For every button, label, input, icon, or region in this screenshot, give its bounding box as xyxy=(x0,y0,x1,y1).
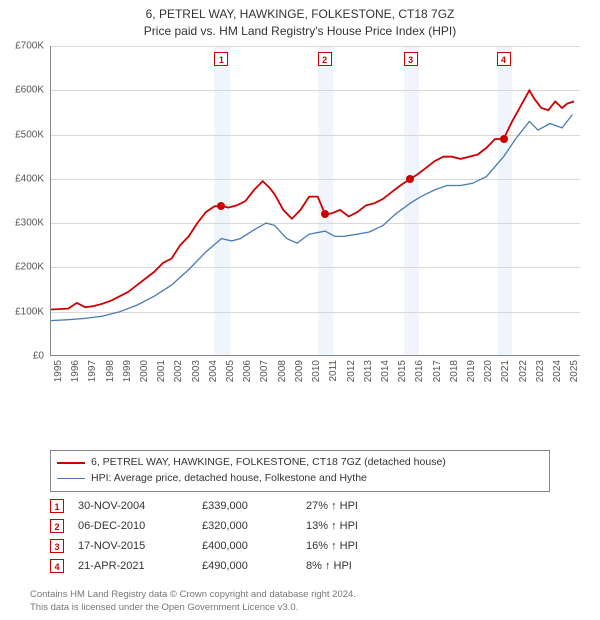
event-date: 17-NOV-2015 xyxy=(78,540,188,552)
sale-marker xyxy=(406,175,414,183)
event-price: £490,000 xyxy=(202,560,292,572)
event-price: £320,000 xyxy=(202,520,292,532)
x-tick-label: 2007 xyxy=(259,360,270,382)
event-number-box: 2 xyxy=(50,519,64,533)
y-tick-label: £700K xyxy=(15,41,44,52)
sale-marker xyxy=(321,210,329,218)
x-tick-label: 2021 xyxy=(500,360,511,382)
x-tick-label: 2011 xyxy=(328,360,339,382)
x-tick-label: 2018 xyxy=(449,360,460,382)
x-tick-label: 2025 xyxy=(569,360,580,382)
page-container: 6, PETREL WAY, HAWKINGE, FOLKESTONE, CT1… xyxy=(0,0,600,620)
event-flag: 2 xyxy=(318,52,332,66)
x-tick-label: 2014 xyxy=(380,360,391,382)
x-tick-label: 2022 xyxy=(518,360,529,382)
x-tick-label: 2020 xyxy=(483,360,494,382)
y-tick-label: £400K xyxy=(15,173,44,184)
x-tick-label: 2006 xyxy=(242,360,253,382)
property-line xyxy=(51,90,574,309)
y-tick-label: £100K xyxy=(15,306,44,317)
footer-line-1: Contains HM Land Registry data © Crown c… xyxy=(30,589,570,601)
event-price: £339,000 xyxy=(202,500,292,512)
x-tick-label: 2001 xyxy=(156,360,167,382)
event-diff: 13% ↑ HPI xyxy=(306,520,396,532)
legend-swatch-hpi xyxy=(57,478,85,479)
sale-marker xyxy=(217,202,225,210)
x-tick-label: 2017 xyxy=(432,360,443,382)
x-tick-label: 2000 xyxy=(139,360,150,382)
title-line-1: 6, PETREL WAY, HAWKINGE, FOLKESTONE, CT1… xyxy=(0,6,600,23)
x-tick-label: 1996 xyxy=(70,360,81,382)
event-row: 1 30-NOV-2004 £339,000 27% ↑ HPI xyxy=(50,496,550,516)
x-tick-label: 2024 xyxy=(552,360,563,382)
x-tick-label: 2005 xyxy=(225,360,236,382)
x-tick-label: 1998 xyxy=(105,360,116,382)
x-tick-label: 2008 xyxy=(277,360,288,382)
y-tick-label: £200K xyxy=(15,262,44,273)
x-tick-label: 2003 xyxy=(191,360,202,382)
event-row: 2 06-DEC-2010 £320,000 13% ↑ HPI xyxy=(50,516,550,536)
event-row: 4 21-APR-2021 £490,000 8% ↑ HPI xyxy=(50,556,550,576)
event-date: 21-APR-2021 xyxy=(78,560,188,572)
x-tick-label: 1999 xyxy=(122,360,133,382)
event-number-box: 3 xyxy=(50,539,64,553)
x-tick-label: 2010 xyxy=(311,360,322,382)
event-diff: 16% ↑ HPI xyxy=(306,540,396,552)
legend-label-hpi: HPI: Average price, detached house, Folk… xyxy=(91,471,367,487)
events-table: 1 30-NOV-2004 £339,000 27% ↑ HPI 2 06-DEC-201… xyxy=(50,496,550,576)
y-tick-label: £0 xyxy=(33,351,44,362)
legend-swatch-property xyxy=(57,462,85,464)
x-tick-label: 2013 xyxy=(363,360,374,382)
x-tick-label: 2019 xyxy=(466,360,477,382)
event-flag: 4 xyxy=(497,52,511,66)
event-number-box: 4 xyxy=(50,559,64,573)
x-tick-label: 2004 xyxy=(208,360,219,382)
event-flag: 1 xyxy=(214,52,228,66)
footer-line-2: This data is licensed under the Open Gov… xyxy=(30,602,570,614)
title-line-2: Price paid vs. HM Land Registry's House … xyxy=(0,23,600,40)
x-tick-label: 1997 xyxy=(87,360,98,382)
x-tick-label: 2015 xyxy=(397,360,408,382)
y-tick-label: £600K xyxy=(15,85,44,96)
legend-label-property: 6, PETREL WAY, HAWKINGE, FOLKESTONE, CT1… xyxy=(91,455,446,471)
y-tick-label: £300K xyxy=(15,218,44,229)
line-layer xyxy=(51,46,581,356)
sale-marker xyxy=(500,135,508,143)
event-date: 06-DEC-2010 xyxy=(78,520,188,532)
event-row: 3 17-NOV-2015 £400,000 16% ↑ HPI xyxy=(50,536,550,556)
event-diff: 27% ↑ HPI xyxy=(306,500,396,512)
x-tick-label: 2023 xyxy=(535,360,546,382)
chart-area: 1234 £0£100K£200K£300K£400K£500K£600K£70… xyxy=(50,46,580,406)
x-tick-label: 2012 xyxy=(346,360,357,382)
event-flag: 3 xyxy=(404,52,418,66)
y-tick-label: £500K xyxy=(15,129,44,140)
event-number-box: 1 xyxy=(50,499,64,513)
legend-row-hpi: HPI: Average price, detached house, Folk… xyxy=(57,471,543,487)
legend-row-property: 6, PETREL WAY, HAWKINGE, FOLKESTONE, CT1… xyxy=(57,455,543,471)
plot: 1 2 3 4 xyxy=(50,46,580,356)
x-tick-label: 2016 xyxy=(414,360,425,382)
title-block: 6, PETREL WAY, HAWKINGE, FOLKESTONE, CT1… xyxy=(0,0,600,40)
x-tick-label: 1995 xyxy=(53,360,64,382)
x-tick-label: 2002 xyxy=(173,360,184,382)
footer: Contains HM Land Registry data © Crown c… xyxy=(30,589,570,614)
legend: 6, PETREL WAY, HAWKINGE, FOLKESTONE, CT1… xyxy=(50,450,550,492)
event-diff: 8% ↑ HPI xyxy=(306,560,396,572)
hpi-line xyxy=(51,115,572,321)
event-date: 30-NOV-2004 xyxy=(78,500,188,512)
x-tick-label: 2009 xyxy=(294,360,305,382)
event-price: £400,000 xyxy=(202,540,292,552)
